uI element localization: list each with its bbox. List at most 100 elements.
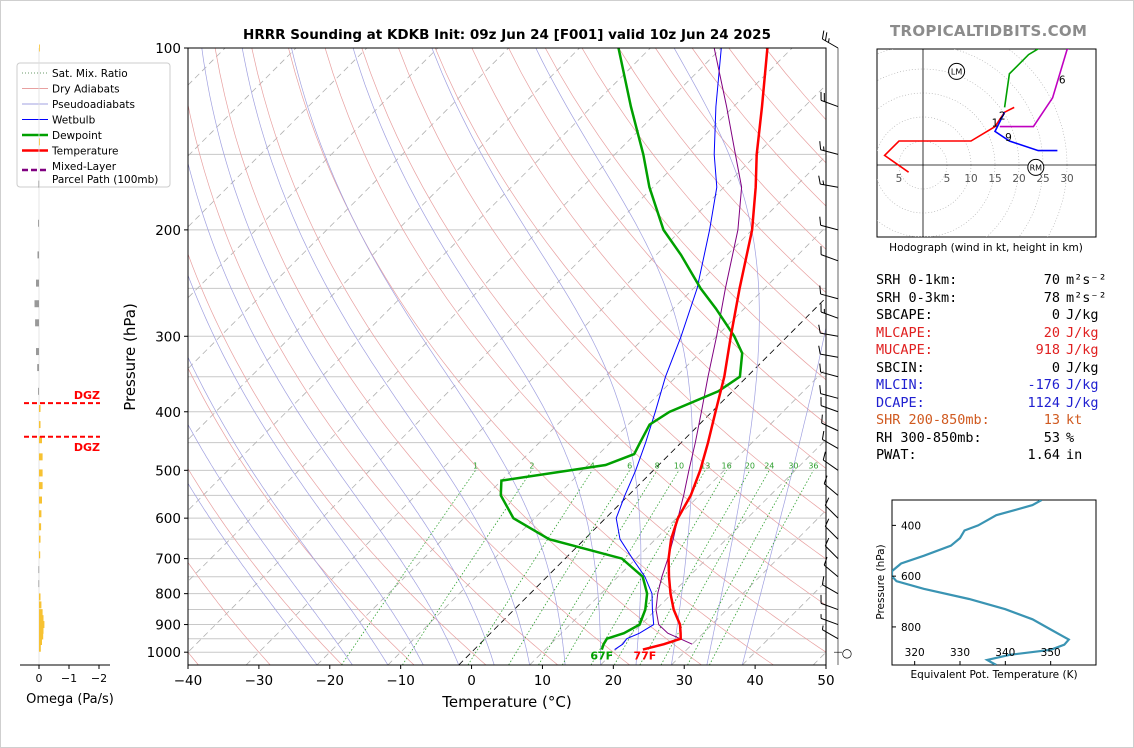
mixing-ratio-line: [467, 470, 593, 665]
omega-bar: [39, 615, 44, 623]
barb-half-flag: [822, 180, 825, 185]
skewt-frame: [187, 47, 827, 666]
barb-staff: [822, 629, 839, 640]
wind-barb: [823, 475, 839, 496]
surface-temp-label: 77F: [633, 650, 656, 663]
stat-row: MLCAPE: 20 J/kg: [876, 325, 1106, 343]
stat-label: RH 300-850mb:: [876, 429, 982, 446]
omega-bar: [39, 469, 43, 477]
barb-staff: [820, 224, 839, 231]
mixing-ratio-label: 36: [808, 461, 818, 470]
barb-staff: [824, 526, 839, 540]
dry-adiabat: [508, 48, 826, 425]
barb-staff: [820, 602, 839, 611]
x-axis-label: Temperature (°C): [441, 693, 571, 711]
isotherm-line: [188, 48, 722, 582]
y-tick-label: 100: [155, 41, 181, 57]
wind-barb: [818, 175, 839, 188]
wind-barb: [820, 614, 839, 626]
theta-e-frame: [891, 499, 1097, 666]
legend: Sat. Mix. Ratio Dry Adiabats Pseudoadiabat…: [16, 62, 171, 188]
barb-flag: [824, 518, 830, 527]
stat-label: PWAT:: [876, 447, 917, 463]
pseudoadiabat: [188, 356, 389, 665]
isotherm-line: [316, 155, 826, 665]
x-tick-label: −40: [174, 673, 203, 689]
hodograph-caption: Hodograph (wind in kt, height in km): [889, 242, 1083, 254]
barb-flag: [819, 141, 822, 150]
hodograph-height-label: 2: [999, 110, 1006, 122]
theta-e-x-tick-label: 340: [995, 647, 1015, 659]
barb-flag: [818, 324, 821, 334]
barb-staff: [820, 254, 839, 262]
barb-flag: [822, 451, 826, 461]
storm-motion-marker: [1027, 158, 1045, 176]
omega-bar: [37, 364, 39, 372]
theta-e-y-tick-label: 600: [901, 571, 921, 583]
omega-bar: [39, 453, 43, 461]
barb-flag: [818, 175, 821, 185]
wind-barb: [820, 246, 839, 262]
pseudoadiabat: [431, 48, 642, 665]
mixing-ratio-label: 24: [764, 461, 774, 470]
barb-flag: [819, 285, 822, 295]
hodograph-ring-label: 5: [896, 173, 903, 185]
legend-label-line: Parcel Path (100mb): [52, 174, 158, 186]
omega-bar: [39, 421, 41, 429]
wind-barb: [821, 414, 839, 432]
stat-value: 78: [1043, 289, 1060, 306]
mixing-ratio-label: 1: [473, 461, 478, 470]
stat-unit: in: [1066, 447, 1083, 463]
wind-barb: [821, 430, 839, 449]
barb-staff: [823, 483, 839, 496]
dry-adiabat: [434, 48, 826, 514]
pseudoadiabat: [673, 48, 760, 665]
barb-flag: [821, 576, 825, 585]
stat-label: MLCIN:: [876, 377, 925, 393]
y-tick-label: 900: [155, 618, 181, 634]
omega-bar: [34, 300, 39, 308]
theta-e-x-tick-label: 320: [905, 647, 925, 659]
pseudoadiabat: [188, 423, 353, 665]
y-tick-label: 500: [155, 463, 181, 479]
stat-label: SHR 200-850mb:: [876, 412, 990, 428]
barb-staff: [820, 617, 839, 626]
omega-bar: [39, 436, 42, 444]
wind-barb: [819, 216, 839, 231]
y-tick-label: 300: [155, 329, 181, 345]
stat-row: DCAPE: 1124 J/kg: [876, 395, 1106, 413]
hodograph-height-label: 1: [992, 118, 999, 130]
hodograph-ring-label: 25: [1036, 173, 1049, 185]
omega-bar: [39, 44, 40, 52]
stat-value: 1124: [1027, 394, 1060, 411]
hodograph-height-label: 6: [1059, 74, 1066, 86]
dry-adiabat: [251, 48, 702, 665]
pseudoadiabat: [352, 48, 601, 665]
stat-value: -176: [1027, 377, 1060, 393]
mixing-ratio-label: 16: [722, 461, 732, 470]
barb-staff: [824, 505, 839, 519]
stat-row: SBCAPE: 0 J/kg: [876, 307, 1106, 325]
barb-staff: [820, 332, 839, 337]
omega-panel: DGZ DGZ 0 −1 −2 Omega (Pa/s): [20, 44, 114, 707]
barb-flag: [818, 345, 821, 355]
series-temperature: [642, 48, 769, 651]
omega-bar: [38, 219, 39, 227]
wind-barb: [823, 556, 839, 578]
wind-barb: [819, 385, 839, 399]
stat-value: 70: [1043, 272, 1060, 288]
isotherm-line: [387, 226, 826, 665]
omega-bar: [39, 626, 44, 634]
mixing-ratio-line: [341, 470, 476, 665]
omega-bar: [38, 580, 40, 588]
stat-unit: J/kg: [1066, 394, 1099, 411]
wind-barb: [821, 576, 839, 595]
stat-label: SRH 0-3km:: [876, 289, 958, 306]
mixing-ratio-line: [561, 470, 680, 665]
stat-label: SBCAPE:: [876, 307, 933, 323]
y-tick-label: 400: [155, 405, 181, 421]
mixing-ratio-line: [402, 470, 533, 665]
stat-row: SRH 0-1km: 70 m²s⁻²: [876, 272, 1107, 290]
mixing-ratio-label: 2: [529, 461, 534, 470]
